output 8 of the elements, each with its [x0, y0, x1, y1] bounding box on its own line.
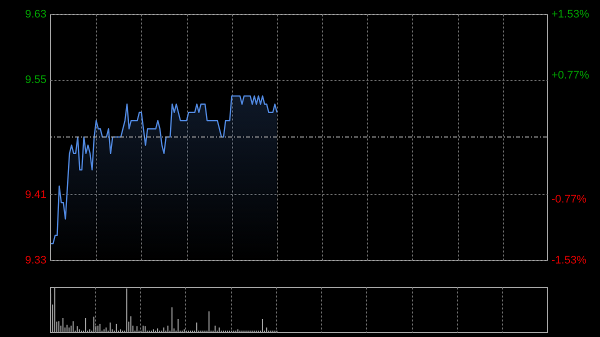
- y-tick-label: 9.41: [25, 188, 46, 201]
- y2-tick-label: -1.53%: [552, 254, 587, 266]
- y2-tick-label: +1.53%: [552, 8, 590, 20]
- y2-tick-label: -0.77%: [552, 193, 587, 206]
- y-tick-label: 9.63: [25, 8, 46, 20]
- y-tick-label: 9.55: [25, 74, 46, 86]
- y2-tick-label: +0.77%: [552, 70, 590, 82]
- y-tick-label: 9.33: [25, 254, 46, 266]
